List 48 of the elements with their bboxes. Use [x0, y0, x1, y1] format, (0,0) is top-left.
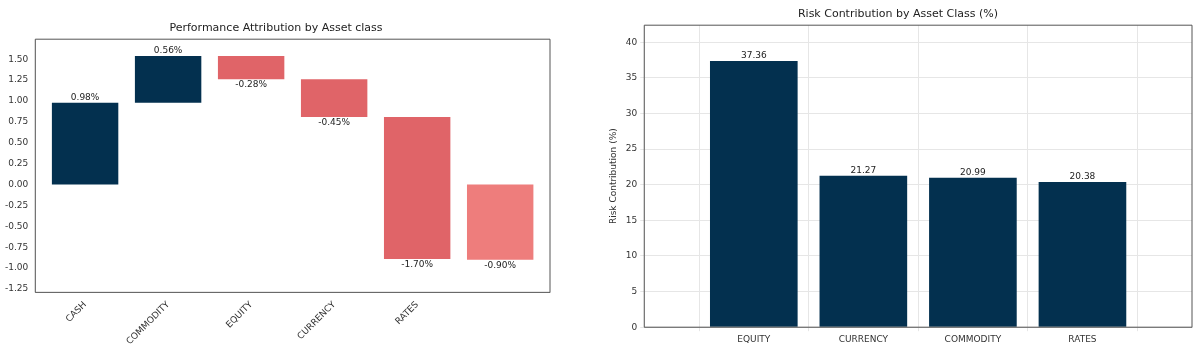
bar: [819, 175, 908, 327]
data-label: 20.38: [1069, 170, 1096, 181]
bar: [709, 61, 798, 327]
x-tick-label: CURRENCY: [838, 333, 889, 344]
y-tick-label: 1.00: [8, 95, 29, 106]
y-tick-label: -0.50: [4, 220, 29, 231]
y-tick-label: 0.25: [8, 158, 29, 169]
bar: [383, 116, 451, 259]
y-tick-label: 0.75: [8, 116, 29, 127]
y-tick-label: 15: [625, 214, 638, 225]
y-tick-label: 5: [631, 285, 638, 296]
data-label: -0.90%: [484, 259, 517, 270]
y-tick-label: 40: [625, 36, 638, 47]
y-tick-label: 1.50: [8, 53, 29, 64]
y-tick-label: 35: [625, 72, 638, 83]
chart-title: Risk Contribution by Asset Class (%): [797, 7, 999, 21]
bar: [1038, 182, 1127, 327]
bar: [466, 184, 534, 260]
data-label: 20.99: [960, 166, 987, 177]
bar: [134, 55, 202, 103]
y-axis-title: Risk Contribution (%): [607, 128, 618, 225]
data-label: -0.28%: [235, 79, 268, 90]
y-tick-label: 0: [631, 321, 638, 332]
x-tick-label: COMMODITY: [944, 333, 1002, 344]
y-tick-label: 30: [625, 107, 638, 118]
data-label: -1.70%: [401, 258, 434, 269]
bar: [300, 79, 368, 117]
bar: [929, 177, 1017, 327]
y-tick-label: -1.25: [4, 283, 29, 294]
chart-title: Performance Attribution by Asset class: [169, 21, 383, 35]
y-tick-label: -1.00: [4, 262, 29, 273]
data-label: 37.36: [740, 49, 767, 60]
data-label: 0.98%: [70, 91, 100, 102]
y-tick-label: -0.25: [4, 199, 29, 210]
y-tick-label: 20: [625, 179, 638, 190]
y-tick-label: -0.75: [4, 241, 29, 252]
bar: [51, 102, 119, 185]
x-tick-label: RATES: [1068, 333, 1097, 344]
y-tick-label: 10: [625, 250, 638, 261]
y-tick-label: 0.00: [8, 178, 29, 189]
data-label: 0.56%: [153, 44, 183, 55]
bar: [217, 55, 285, 80]
data-label: -0.45%: [318, 116, 351, 127]
y-tick-label: 25: [625, 143, 638, 154]
y-tick-label: 1.25: [8, 74, 29, 85]
data-label: 21.27: [850, 164, 877, 175]
x-tick-label: EQUITY: [737, 333, 771, 344]
y-tick-label: 0.50: [8, 137, 29, 148]
